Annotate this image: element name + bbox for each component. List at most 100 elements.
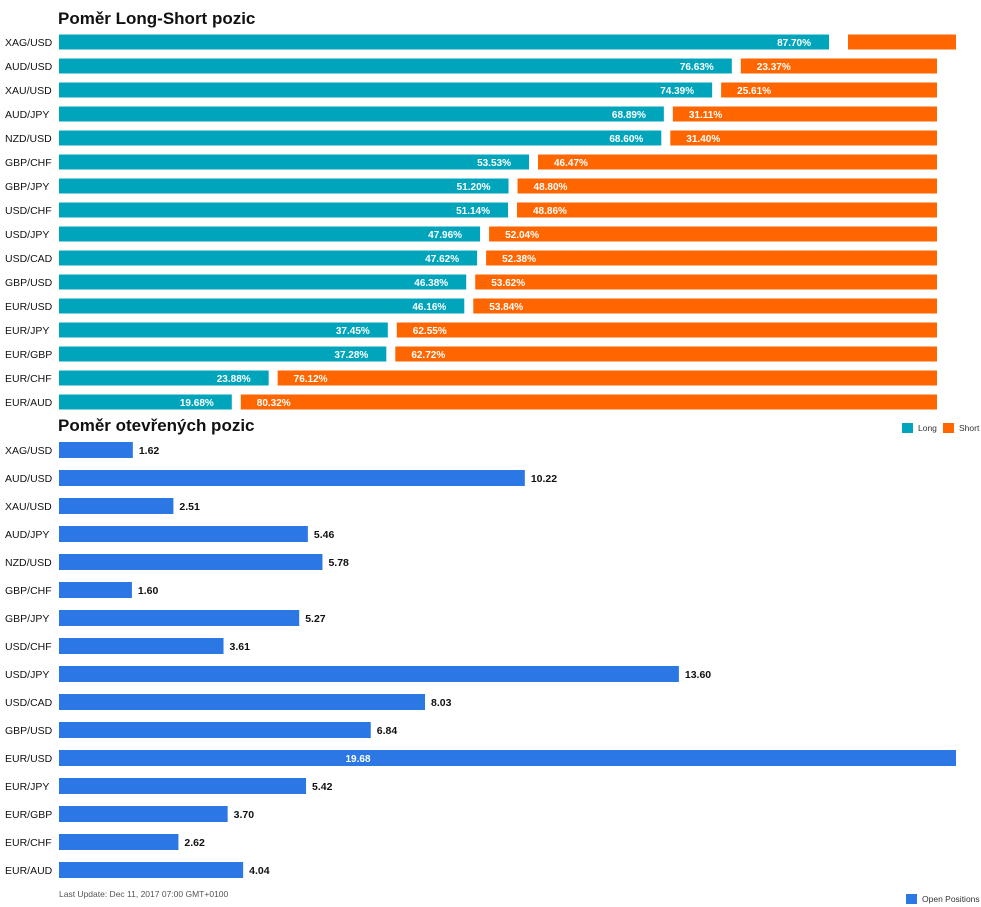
category-label-aud-jpy: AUD/JPY: [5, 529, 49, 541]
category-label-gbp-jpy: GBP/JPY: [5, 613, 49, 625]
data-label-long-usd-jpy: 47.96%: [428, 230, 462, 241]
bar-open-positions-gbp-usd: [59, 722, 371, 738]
category-label-nzd-usd: NZD/USD: [5, 133, 52, 145]
bar-open-positions-eur-jpy: [59, 778, 307, 794]
bar-short-gbp-usd: [475, 274, 937, 290]
data-label-open-positions-eur-aud: 4.04: [249, 865, 270, 877]
legend-swatch-open-positions: [906, 894, 917, 904]
data-label-short-eur-gbp: 62.72%: [411, 350, 445, 361]
category-label-eur-aud: EUR/AUD: [5, 865, 53, 877]
bar-open-positions-eur-aud: [59, 862, 244, 878]
category-label-eur-chf: EUR/CHF: [5, 373, 52, 385]
bar-short-usd-jpy: [489, 226, 937, 242]
category-label-xag-usd: XAG/USD: [5, 37, 53, 49]
category-label-xau-usd: XAU/USD: [5, 501, 52, 513]
data-label-long-xau-usd: 74.39%: [660, 86, 694, 97]
category-label-nzd-usd: NZD/USD: [5, 557, 52, 569]
category-label-gbp-jpy: GBP/JPY: [5, 181, 49, 193]
bar-short-xag-usd: [848, 34, 956, 50]
data-label-open-positions-xau-usd: 2.51: [179, 501, 200, 513]
legend-swatch-short: [943, 423, 954, 433]
data-label-open-positions-nzd-usd: 5.78: [328, 557, 349, 569]
data-label-short-eur-jpy: 62.55%: [413, 326, 447, 337]
data-label-long-nzd-usd: 68.60%: [609, 134, 643, 145]
category-label-gbp-usd: GBP/USD: [5, 277, 53, 289]
data-label-open-positions-usd-cad: 8.03: [431, 697, 452, 709]
bar-long-gbp-chf: [59, 154, 529, 170]
bar-open-positions-gbp-jpy: [59, 610, 300, 626]
bar-short-eur-jpy: [396, 322, 937, 338]
category-label-usd-chf: USD/CHF: [5, 641, 52, 653]
bar-open-positions-eur-chf: [59, 834, 179, 850]
data-label-open-positions-aud-usd: 10.22: [531, 473, 557, 485]
bar-open-positions-xau-usd: [59, 498, 174, 514]
category-label-eur-jpy: EUR/JPY: [5, 781, 49, 793]
category-label-gbp-chf: GBP/CHF: [5, 157, 52, 169]
data-label-open-positions-xag-usd: 1.62: [139, 445, 160, 457]
bar-long-usd-jpy: [59, 226, 481, 242]
data-label-long-usd-chf: 51.14%: [456, 206, 490, 217]
bar-open-positions-usd-chf: [59, 638, 224, 654]
bar-short-eur-aud: [240, 394, 937, 410]
data-label-short-xau-usd: 25.61%: [737, 86, 771, 97]
bar-long-gbp-jpy: [59, 178, 509, 194]
bar-long-eur-gbp: [59, 346, 387, 362]
category-label-eur-jpy: EUR/JPY: [5, 325, 49, 337]
category-label-usd-jpy: USD/JPY: [5, 229, 49, 241]
category-label-xau-usd: XAU/USD: [5, 85, 52, 97]
data-label-short-aud-usd: 23.37%: [757, 62, 791, 73]
bar-open-positions-usd-jpy: [59, 666, 679, 682]
category-label-eur-gbp: EUR/GBP: [5, 349, 52, 361]
data-label-open-positions-gbp-chf: 1.60: [138, 585, 159, 597]
last-update-text: Last Update: Dec 11, 2017 07:00 GMT+0100: [59, 889, 229, 899]
data-label-open-positions-usd-chf: 3.61: [230, 641, 251, 653]
data-label-long-aud-jpy: 68.89%: [612, 110, 646, 121]
data-label-short-usd-cad: 52.38%: [502, 254, 536, 265]
bar-short-aud-jpy: [672, 106, 937, 122]
data-label-long-eur-chf: 23.88%: [217, 374, 251, 385]
category-label-xag-usd: XAG/USD: [5, 445, 53, 457]
data-label-long-usd-cad: 47.62%: [425, 254, 459, 265]
bar-short-gbp-jpy: [517, 178, 937, 194]
long-short-chart-title: Poměr Long-Short pozic: [58, 9, 255, 28]
data-label-long-aud-usd: 76.63%: [680, 62, 714, 73]
data-label-long-gbp-chf: 53.53%: [477, 158, 511, 169]
bar-long-eur-chf: [59, 370, 269, 386]
bar-open-positions-eur-usd: [59, 750, 956, 766]
data-label-open-positions-gbp-jpy: 5.27: [305, 613, 326, 625]
data-label-long-gbp-jpy: 51.20%: [457, 182, 491, 193]
data-label-long-gbp-usd: 46.38%: [414, 278, 448, 289]
bar-open-positions-xag-usd: [59, 442, 133, 458]
category-label-aud-usd: AUD/USD: [5, 473, 53, 485]
legend-swatch-long: [902, 423, 913, 433]
bar-long-gbp-usd: [59, 274, 467, 290]
open-positions-chart: XAG/USD 1.62 AUD/USD 10.22 XAU/USD 2.51 AUD/JP…: [5, 442, 956, 878]
category-label-eur-chf: EUR/CHF: [5, 837, 52, 849]
data-label-open-positions-gbp-usd: 6.84: [377, 725, 398, 737]
data-label-long-eur-aud: 19.68%: [180, 398, 214, 409]
bar-long-eur-jpy: [59, 322, 388, 338]
bar-long-xau-usd: [59, 82, 713, 98]
data-label-open-positions-usd-jpy: 13.60: [685, 669, 711, 681]
data-label-short-gbp-usd: 53.62%: [491, 278, 525, 289]
data-label-short-gbp-chf: 46.47%: [554, 158, 588, 169]
category-label-eur-gbp: EUR/GBP: [5, 809, 52, 821]
bar-long-eur-usd: [59, 298, 465, 314]
data-label-long-xag-usd: 87.70%: [777, 38, 811, 49]
bar-open-positions-nzd-usd: [59, 554, 323, 570]
open-positions-chart-title: Poměr otevřených pozic: [58, 416, 255, 435]
category-label-aud-jpy: AUD/JPY: [5, 109, 49, 121]
category-label-eur-usd: EUR/USD: [5, 753, 53, 765]
category-label-aud-usd: AUD/USD: [5, 61, 53, 73]
bar-short-eur-gbp: [395, 346, 938, 362]
bar-open-positions-eur-gbp: [59, 806, 228, 822]
bar-short-eur-chf: [277, 370, 938, 386]
bar-open-positions-aud-usd: [59, 470, 525, 486]
legend-label-long: Long: [918, 423, 937, 433]
bar-short-xau-usd: [721, 82, 937, 98]
bar-long-xag-usd: [59, 34, 830, 50]
data-label-short-aud-jpy: 31.11%: [689, 110, 722, 121]
legend-label-open-positions: Open Positions: [922, 894, 980, 904]
data-label-short-eur-chf: 76.12%: [294, 374, 328, 385]
